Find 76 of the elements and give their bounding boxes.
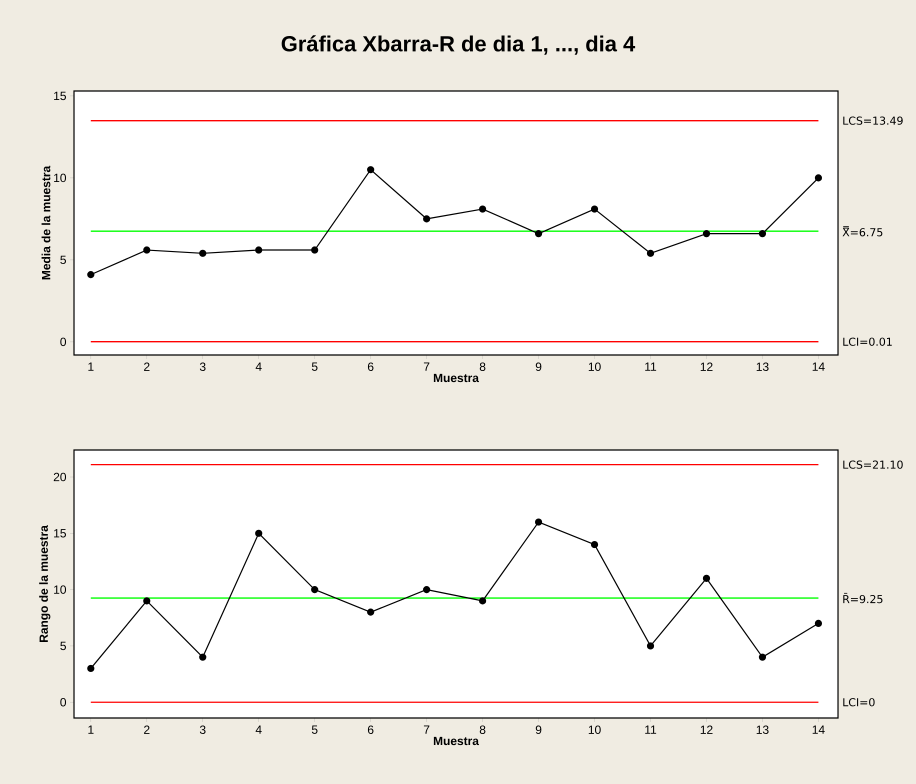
x-tick-label: 9 — [536, 362, 542, 371]
point — [702, 230, 710, 238]
x-tick-label: 2 — [144, 362, 150, 371]
point — [367, 608, 374, 616]
y-axis-title: Media de la muestra — [42, 166, 50, 280]
point — [590, 205, 598, 213]
x-axis-title: Muestra — [434, 374, 479, 382]
x-tick-label: 6 — [368, 362, 374, 371]
x-tick-label: 5 — [312, 726, 318, 734]
ref-line-label: LCS=13.49 — [843, 116, 903, 125]
x-tick-label: 11 — [645, 362, 656, 371]
ref-line-label: LCI=0 — [843, 698, 875, 706]
point — [758, 230, 766, 238]
point — [590, 540, 598, 548]
ref-line-label: X̿=6.75 — [842, 226, 882, 236]
x-tick-label: 1 — [88, 726, 94, 734]
x-tick-label: 3 — [200, 362, 206, 371]
y-tick-label: 5 — [60, 256, 66, 264]
x-tick-label: 11 — [645, 726, 656, 734]
x-tick-label: 3 — [200, 726, 206, 734]
point — [534, 518, 542, 526]
x-tick-label: 10 — [588, 362, 601, 371]
point — [87, 271, 94, 278]
point — [311, 586, 318, 594]
x-tick-label: 2 — [144, 726, 150, 734]
chart-title: Gráfica Xbarra-R de dia 1, ..., dia 4 — [282, 35, 636, 55]
y-axis-title: Rango de la muestra — [39, 525, 50, 642]
x-tick-label: 12 — [700, 726, 713, 734]
x-tick-label: 4 — [256, 362, 262, 371]
x-tick-label: 7 — [424, 362, 430, 371]
x-tick-label: 10 — [588, 726, 601, 734]
y-tick-label: 15 — [54, 92, 66, 100]
point — [814, 174, 822, 182]
point — [87, 664, 94, 672]
point — [646, 642, 654, 650]
point — [143, 597, 150, 604]
y-tick-label: 5 — [60, 642, 66, 650]
y-tick-label: 0 — [60, 338, 66, 346]
point — [311, 246, 318, 254]
x-tick-label: 5 — [312, 362, 318, 371]
point — [758, 654, 766, 661]
x-tick-label: 1 — [88, 362, 94, 371]
point — [646, 250, 654, 257]
point — [534, 230, 542, 238]
x-tick-label: 7 — [424, 726, 430, 734]
x-tick-label: 14 — [812, 362, 825, 371]
y-tick-label: 10 — [54, 174, 66, 182]
x-tick-label: 14 — [812, 726, 825, 734]
point — [423, 586, 430, 594]
x-tick-label: 12 — [700, 362, 713, 371]
x-tick-label: 8 — [480, 726, 486, 734]
x-tick-label: 4 — [256, 726, 262, 734]
point — [367, 166, 374, 174]
ref-line-label: R̄=9.25 — [843, 592, 882, 604]
point — [814, 620, 822, 627]
y-tick-label: 20 — [54, 472, 66, 482]
x-tick-label: 8 — [480, 362, 486, 371]
x-tick-label: 9 — [536, 726, 542, 734]
point — [255, 530, 262, 537]
y-tick-label: 0 — [60, 698, 66, 706]
x-tick-label: 13 — [756, 362, 769, 371]
x-axis-title: Muestra — [434, 736, 479, 746]
y-tick-label: 15 — [54, 529, 66, 538]
point — [143, 246, 150, 254]
x-tick-label: 6 — [368, 726, 374, 734]
point — [423, 215, 430, 222]
point — [479, 597, 486, 604]
point — [479, 205, 486, 213]
point — [702, 574, 710, 582]
point — [199, 654, 206, 661]
ref-line-label: LCI=0.01 — [843, 338, 892, 346]
x-tick-label: 13 — [756, 726, 769, 734]
point — [255, 246, 262, 254]
ref-line-label: LCS=21.10 — [843, 460, 903, 469]
y-tick-label: 10 — [54, 585, 66, 594]
point — [199, 250, 206, 257]
